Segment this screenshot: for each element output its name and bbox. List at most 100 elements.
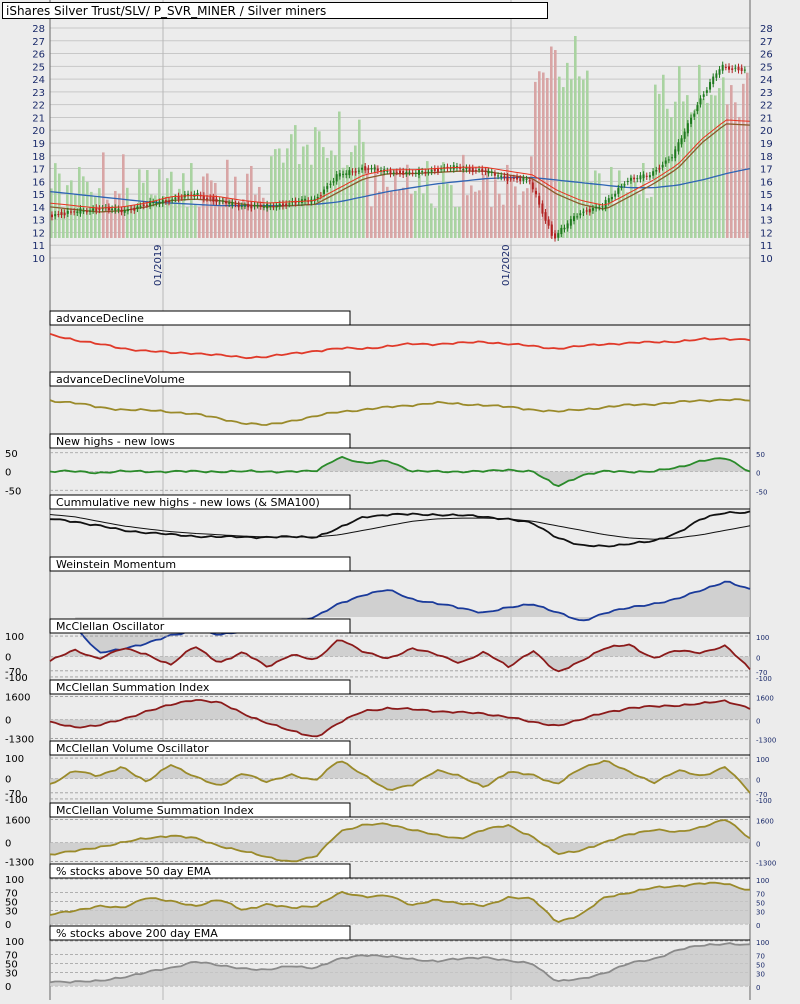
volume-bar — [118, 193, 121, 238]
y-tick-label-right: 20 — [760, 126, 773, 137]
indicator-line — [49, 699, 751, 738]
candle-body — [528, 180, 531, 182]
candle-body — [573, 216, 575, 222]
y-tick-label-left: 24 — [32, 75, 45, 86]
y-tick-label-left: 10 — [32, 254, 45, 265]
volume-bar — [566, 62, 569, 239]
candle-body — [114, 207, 117, 211]
panel-tick-right: -50 — [756, 488, 767, 496]
volume-bar — [438, 185, 441, 238]
panel-tick-right: -100 — [756, 675, 772, 683]
candle-body — [95, 207, 98, 212]
candle-body — [316, 196, 319, 199]
candle-body — [285, 203, 288, 206]
candle-body — [155, 203, 158, 205]
candle-body — [490, 171, 493, 173]
panel-tick-right: -70 — [756, 791, 767, 799]
y-tick-label-left: 23 — [32, 88, 45, 99]
volume-bar — [614, 204, 617, 238]
panel-tick-left: -1300 — [5, 735, 34, 746]
volume-bar — [594, 170, 597, 238]
y-tick-label-right: 25 — [760, 62, 773, 73]
candle-body — [550, 224, 553, 236]
volume-bar — [706, 102, 709, 239]
volume-bar — [334, 155, 337, 238]
candle-body — [639, 175, 642, 180]
candle-body — [516, 176, 519, 180]
volume-bar — [722, 77, 725, 238]
candle-body — [395, 171, 398, 173]
panel-title-box — [49, 802, 351, 818]
candle-body — [130, 208, 133, 211]
candle-body — [731, 68, 734, 70]
candle-body — [493, 173, 496, 176]
indicator-line — [49, 332, 751, 360]
candle-body — [329, 183, 332, 185]
panel-title-box — [49, 371, 351, 387]
y-tick-label-left: 26 — [32, 50, 45, 61]
candle-body — [120, 209, 123, 213]
volume-bar — [378, 191, 381, 238]
candle-body — [361, 167, 364, 170]
panel-tick-right: 0 — [756, 718, 760, 726]
candle-body — [342, 173, 345, 175]
volume-bar — [626, 192, 629, 238]
volume-bar — [346, 165, 349, 238]
volume-bar — [670, 117, 673, 238]
volume-bar — [294, 125, 297, 238]
volume-bar — [730, 85, 733, 238]
panel-tick-left: -100 — [5, 673, 28, 684]
candle-body — [652, 171, 655, 176]
volume-bar — [106, 199, 109, 238]
volume-bar — [258, 186, 261, 238]
candle-body — [247, 203, 250, 208]
candle-body — [57, 214, 60, 216]
volume-bar — [502, 204, 505, 238]
candle-body — [351, 171, 354, 173]
y-tick-label-right: 27 — [760, 37, 773, 48]
candle-body — [63, 212, 66, 216]
area-fill — [50, 640, 750, 672]
volume-bar — [590, 182, 593, 238]
candle-body — [111, 208, 114, 210]
candle-body — [370, 168, 373, 170]
candle-body — [392, 172, 395, 174]
candle-body — [623, 184, 626, 186]
volume-bar — [634, 181, 637, 238]
candle-body — [430, 169, 433, 172]
candle-body — [408, 171, 411, 173]
volume-bar — [402, 187, 405, 238]
volume-bar — [114, 190, 117, 238]
volume-bar — [458, 206, 461, 238]
volume-bar — [318, 131, 321, 238]
candle-body — [696, 105, 699, 112]
candle-body — [88, 210, 91, 212]
candle-body — [588, 209, 591, 213]
volume-bar — [390, 191, 393, 238]
candle-body — [313, 198, 316, 201]
candle-body — [658, 167, 661, 170]
candle-body — [544, 212, 547, 221]
candle-body — [610, 196, 613, 200]
volume-bar — [746, 72, 749, 238]
panel-tick-right: 1600 — [756, 817, 774, 825]
panel-tick-right: 0 — [756, 655, 760, 663]
candle-body — [367, 168, 370, 170]
panel-title: % stocks above 50 day EMA — [56, 865, 211, 878]
candle-body — [478, 169, 481, 171]
candle-body — [373, 167, 376, 170]
volume-bar — [474, 191, 477, 238]
candle-body — [158, 201, 161, 204]
y-tick-label-right: 10 — [760, 254, 773, 265]
y-tick-label-right: 11 — [760, 241, 773, 252]
panel-tick-left: 70 — [5, 951, 18, 962]
candle-body — [531, 182, 534, 190]
volume-bar — [426, 161, 429, 238]
candle-body — [724, 66, 727, 68]
panel-tick-right: 100 — [756, 939, 769, 947]
volume-bar — [570, 79, 573, 238]
candle-body — [180, 197, 183, 199]
candle-body — [123, 210, 126, 213]
panel-tick-right: 30 — [756, 971, 765, 979]
